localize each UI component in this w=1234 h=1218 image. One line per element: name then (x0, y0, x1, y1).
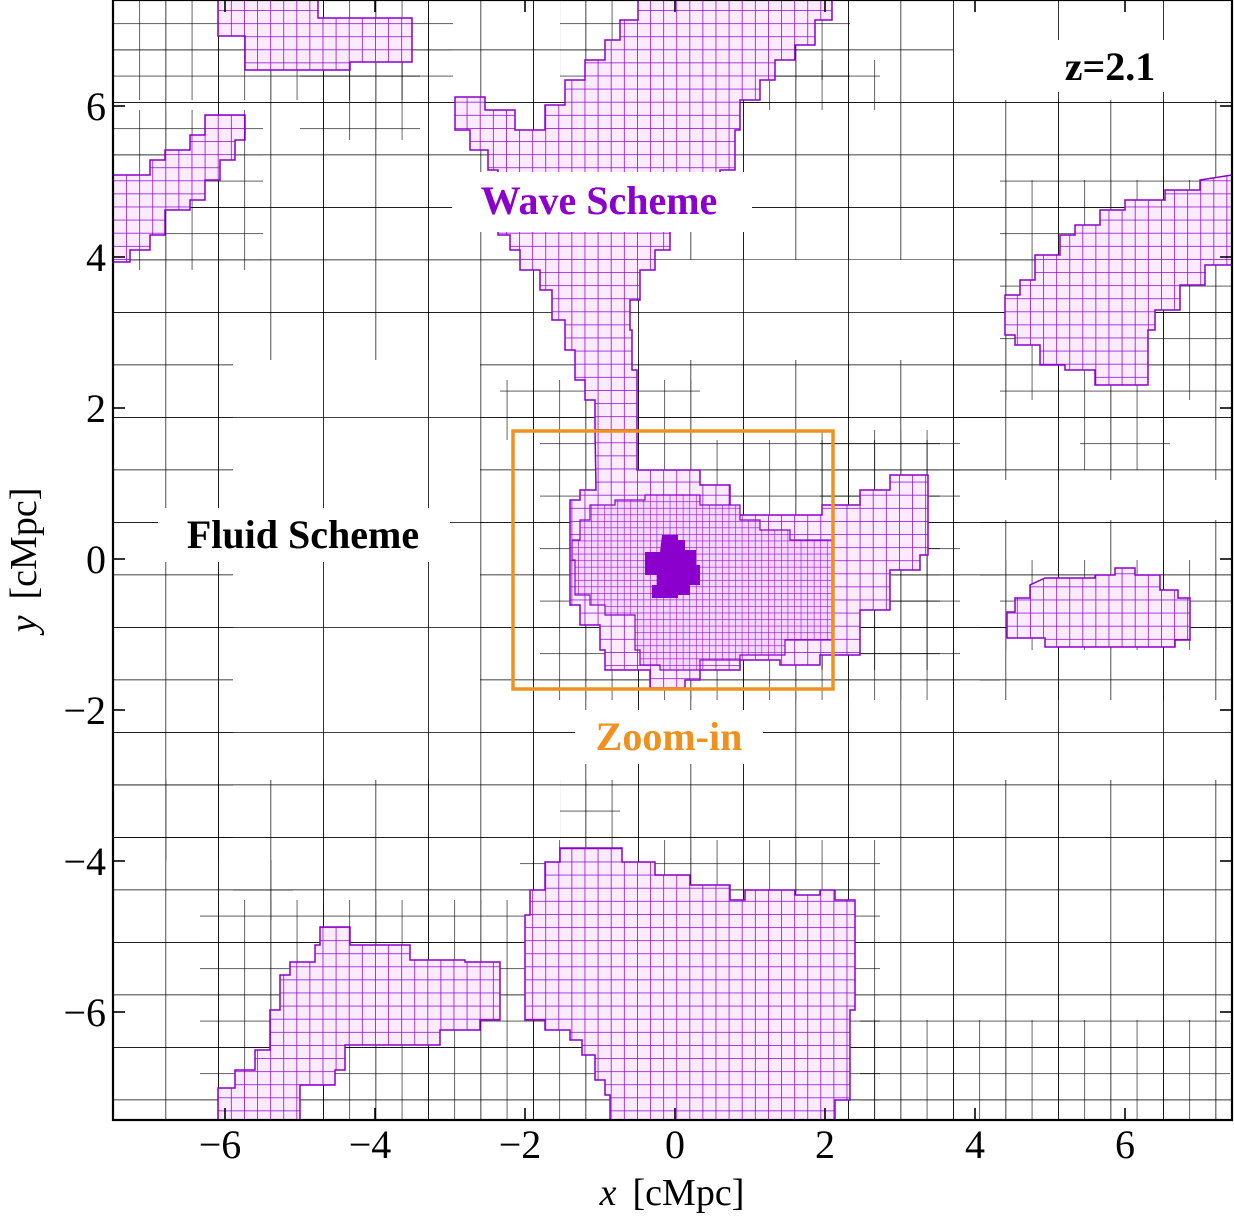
axes-frame (111, 0, 1234, 1122)
redshift-label-bg (1040, 40, 1180, 92)
zoom-in-box (511, 429, 835, 691)
y-axis-label: y[cMpc] (3, 488, 45, 637)
wave-label-bg (452, 172, 752, 232)
wave-scheme-label: Wave Scheme (481, 178, 718, 223)
svg-text:−4: −4 (63, 839, 106, 884)
solid-wave-core (645, 535, 700, 598)
dense-wave-core (571, 494, 833, 671)
x-tick-labels: −6 −4 −2 0 2 4 6 (199, 1122, 1135, 1167)
svg-text:6: 6 (1115, 1122, 1135, 1167)
redshift-label: z=2.1 (1065, 44, 1156, 89)
fluid-label-bg (158, 508, 450, 562)
svg-text:−2: −2 (499, 1122, 542, 1167)
svg-text:−4: −4 (349, 1122, 392, 1167)
x-major-ticks (224, 0, 1126, 1120)
svg-text:6: 6 (86, 84, 106, 129)
svg-text:0: 0 (665, 1122, 685, 1167)
svg-text:2: 2 (86, 386, 106, 431)
svg-text:2: 2 (815, 1122, 835, 1167)
svg-text:−2: −2 (63, 688, 106, 733)
svg-text:−6: −6 (63, 990, 106, 1035)
fluid-scheme-label: Fluid Scheme (187, 512, 419, 557)
zoom-in-label: Zoom-in (596, 714, 743, 759)
x-axis-label: x [cMpc] (599, 1172, 745, 1214)
svg-text:4: 4 (965, 1122, 985, 1167)
svg-text:−6: −6 (199, 1122, 242, 1167)
zoom-label-bg (575, 710, 763, 764)
plot-area (113, 0, 1232, 1120)
svg-text:0: 0 (86, 537, 106, 582)
y-tick-labels: 6 4 2 0 −2 −4 −6 (63, 84, 106, 1035)
svg-text:4: 4 (86, 235, 106, 280)
y-major-ticks (113, 105, 1232, 1013)
